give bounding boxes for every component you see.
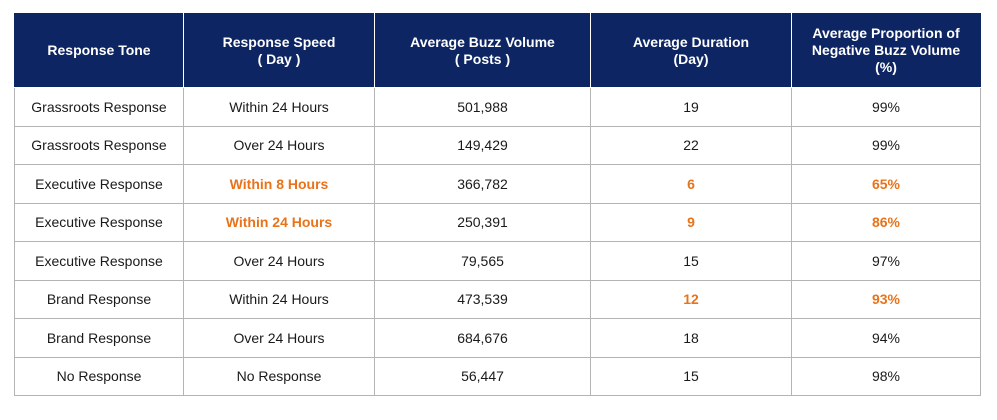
cell-response-tone: Executive Response [14,241,184,281]
header-row: Response Tone Response Speed( Day ) Averag… [14,13,981,88]
cell-response-speed: Within 24 Hours [183,202,375,242]
table-row: Executive Response Over 24 Hours 79,565 15 9… [14,241,981,281]
cell-average-duration: 6 [590,164,792,204]
column-header-line: Average Proportion of [812,25,960,41]
column-header-line: Response Tone [47,42,151,58]
table-header: Response Tone Response Speed( Day ) Averag… [14,13,981,88]
table-row: Grassroots Response Over 24 Hours 149,429 2… [14,125,981,165]
cell-average-buzz-volume: 501,988 [374,87,591,127]
cell-response-tone: Executive Response [14,202,184,242]
table-row: Brand Response Over 24 Hours 684,676 18 94% [14,318,981,358]
cell-average-negative-proportion: 97% [791,241,981,281]
column-header-line: (Day) [673,50,709,67]
cell-average-buzz-volume: 473,539 [374,279,591,319]
cell-response-speed: Within 24 Hours [183,87,375,127]
cell-average-buzz-volume: 79,565 [374,241,591,281]
cell-response-speed: Over 24 Hours [183,125,375,165]
column-header-line: Response Speed [222,33,336,50]
cell-average-duration: 12 [590,279,792,319]
cell-average-duration: 18 [590,318,792,358]
column-header-average-duration: Average Duration (Day) [590,13,792,88]
table-row: Brand Response Within 24 Hours 473,539 12 93… [14,279,981,319]
table-row: Grassroots Response Within 24 Hours 501,98… [14,87,981,127]
cell-response-tone: No Response [14,356,184,396]
cell-average-buzz-volume: 56,447 [374,356,591,396]
cell-response-speed: Over 24 Hours [183,318,375,358]
cell-response-speed: Within 24 Hours [183,279,375,319]
table-body: Grassroots Response Within 24 Hours 501,98… [14,87,981,396]
column-header-average-negative-proportion: Average Proportion of Negative Buzz Volum… [791,13,981,88]
cell-average-duration: 22 [590,125,792,165]
column-header-line: (%) [875,59,897,75]
response-tone-table: Response Tone Response Speed( Day ) Averag… [14,13,981,396]
cell-average-buzz-volume: 149,429 [374,125,591,165]
cell-average-buzz-volume: 250,391 [374,202,591,242]
cell-average-duration: 19 [590,87,792,127]
table-row: Executive Response Within 8 Hours 366,782 6… [14,164,981,204]
cell-average-buzz-volume: 684,676 [374,318,591,358]
cell-average-negative-proportion: 65% [791,164,981,204]
cell-response-speed: No Response [183,356,375,396]
column-header-line: ( Day ) [257,50,301,67]
cell-response-speed: Within 8 Hours [183,164,375,204]
cell-average-duration: 15 [590,241,792,281]
column-header-line: Negative Buzz Volume [811,42,961,58]
cell-average-negative-proportion: 94% [791,318,981,358]
column-header-average-buzz-volume: Average Buzz Volume( Posts ) [374,13,591,88]
table-row: No Response No Response 56,447 15 98% [14,356,981,396]
cell-average-negative-proportion: 86% [791,202,981,242]
column-header-line: Average Buzz Volume [410,33,555,50]
cell-average-duration: 15 [590,356,792,396]
table-row: Executive Response Within 24 Hours 250,391… [14,202,981,242]
cell-average-negative-proportion: 99% [791,125,981,165]
cell-response-tone: Brand Response [14,279,184,319]
cell-response-tone: Executive Response [14,164,184,204]
cell-response-tone: Grassroots Response [14,125,184,165]
cell-average-negative-proportion: 98% [791,356,981,396]
cell-response-tone: Grassroots Response [14,87,184,127]
cell-response-speed: Over 24 Hours [183,241,375,281]
column-header-response-tone: Response Tone [14,13,184,88]
cell-average-buzz-volume: 366,782 [374,164,591,204]
cell-average-duration: 9 [590,202,792,242]
column-header-response-speed: Response Speed( Day ) [183,13,375,88]
cell-response-tone: Brand Response [14,318,184,358]
cell-average-negative-proportion: 99% [791,87,981,127]
column-header-line: Average Duration [632,33,750,50]
column-header-line: ( Posts ) [454,50,511,67]
cell-average-negative-proportion: 93% [791,279,981,319]
